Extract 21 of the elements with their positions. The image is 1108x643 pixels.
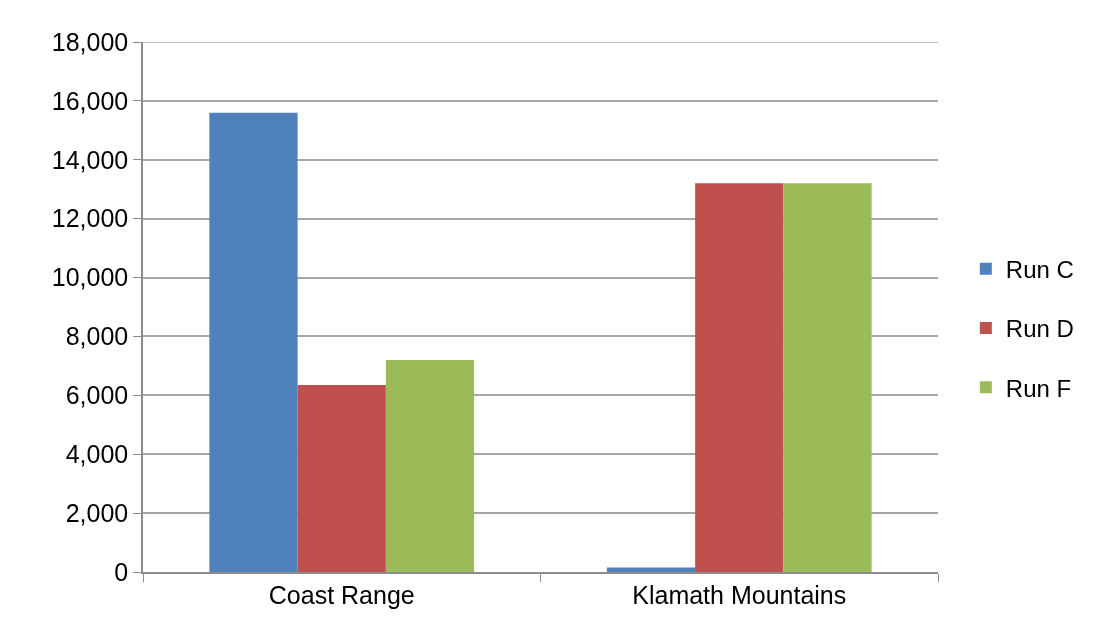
bar (783, 183, 872, 572)
x-tick-label: Klamath Mountains (632, 580, 847, 609)
bar (695, 183, 784, 572)
y-tick-label: 10,000 (51, 263, 129, 292)
bar (606, 567, 696, 572)
y-tick-label: 16,000 (51, 86, 129, 115)
y-tick-label: 4,000 (65, 439, 129, 468)
y-tick-label: 2,000 (65, 498, 129, 527)
y-tick-label: 12,000 (51, 204, 129, 233)
legend-label: Run C (1005, 256, 1074, 284)
y-tick-label: 14,000 (51, 145, 129, 174)
bar (297, 385, 386, 572)
y-tick-label: 8,000 (65, 322, 129, 351)
bar (209, 112, 298, 572)
bar (385, 360, 475, 572)
y-tick-label: 18,000 (51, 27, 129, 56)
y-tick-label: 6,000 (65, 381, 129, 410)
legend-label: Run F (1005, 374, 1072, 402)
x-tick-label: Coast Range (268, 580, 415, 609)
legend-label: Run D (1005, 315, 1074, 343)
y-tick-label: 0 (114, 557, 129, 586)
